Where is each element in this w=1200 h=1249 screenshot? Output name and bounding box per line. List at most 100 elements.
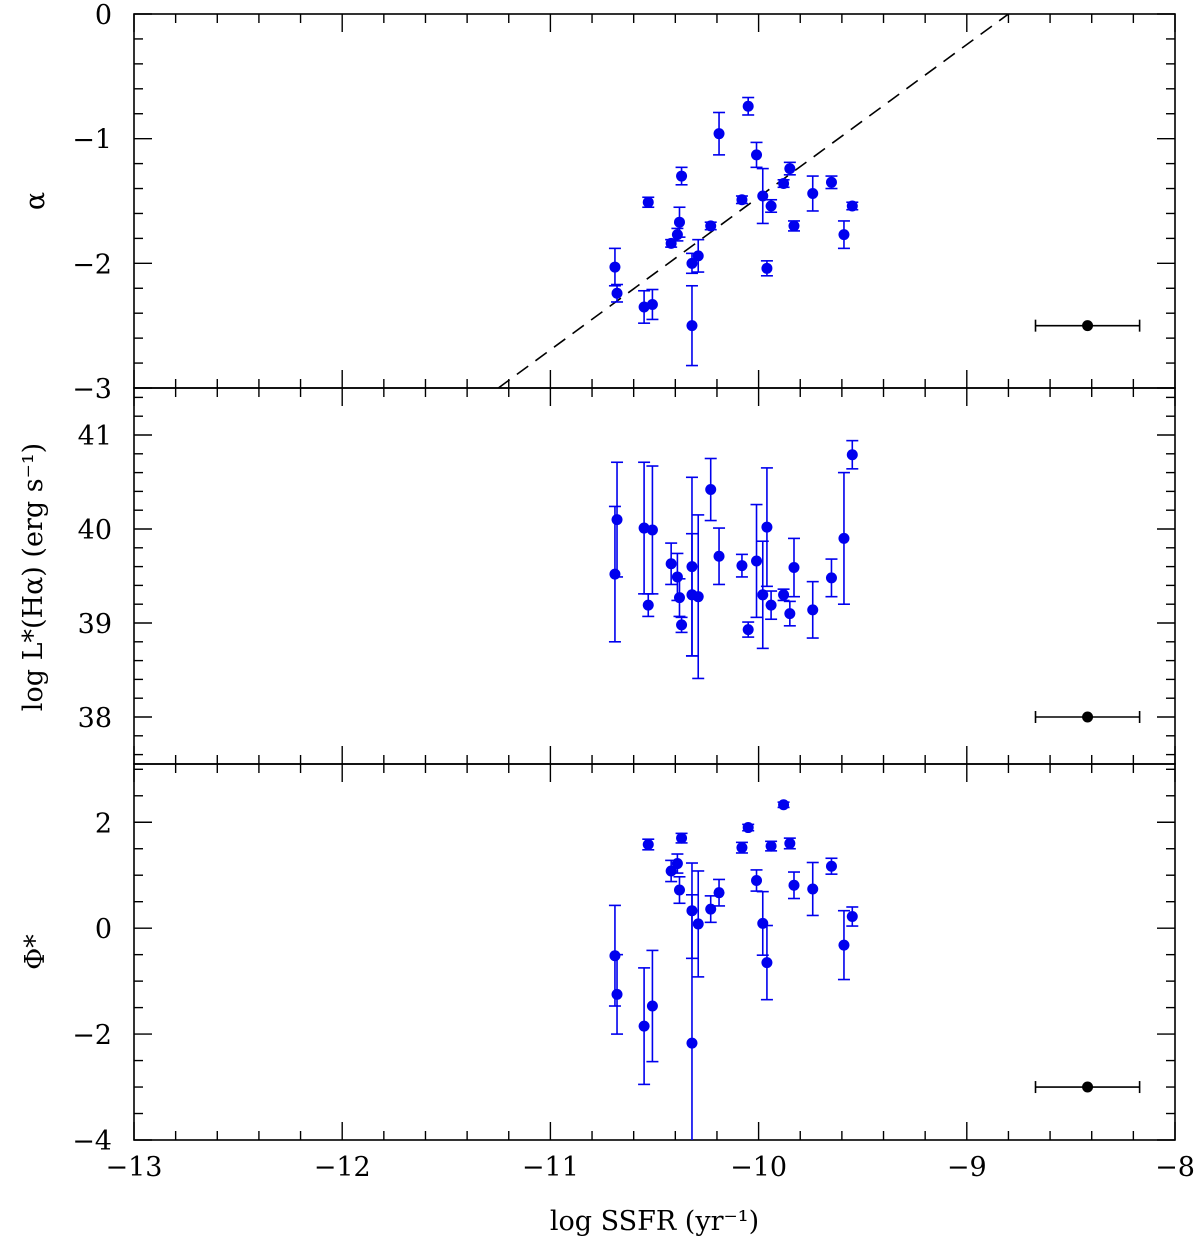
data-point bbox=[686, 905, 698, 917]
data-point bbox=[788, 562, 800, 574]
data-point bbox=[671, 858, 683, 870]
data-point bbox=[784, 837, 796, 849]
data-point bbox=[646, 524, 658, 536]
data-point bbox=[692, 591, 704, 603]
data-point bbox=[609, 568, 621, 580]
data-point bbox=[665, 558, 677, 570]
panel-middle: 38 39 40 41 log L*(Hα) (erg s⁻¹) bbox=[18, 387, 1176, 765]
y-tick-label: −1 bbox=[72, 125, 112, 156]
data-point bbox=[686, 257, 698, 269]
data-point bbox=[742, 100, 754, 112]
data-point bbox=[751, 555, 763, 567]
y-tick-label: 39 bbox=[78, 609, 112, 640]
data-point bbox=[765, 840, 777, 852]
x-tick-label: −8 bbox=[1155, 1152, 1195, 1183]
data-point bbox=[646, 1000, 658, 1012]
data-point bbox=[778, 799, 790, 811]
data-point bbox=[611, 988, 623, 1000]
data-point bbox=[638, 301, 650, 313]
data-point bbox=[838, 939, 850, 951]
plot-frame bbox=[133, 763, 1176, 1141]
y-axis-label: α bbox=[20, 192, 51, 210]
data-point bbox=[742, 822, 754, 834]
y-tick-label: −2 bbox=[72, 1020, 112, 1051]
y-tick-label: 0 bbox=[95, 0, 112, 31]
plot-frame bbox=[133, 387, 1176, 765]
y-axis-label: Φ* bbox=[20, 934, 51, 970]
typical-error-point bbox=[1082, 320, 1094, 332]
data-point bbox=[846, 200, 858, 212]
y-tick-label: 38 bbox=[78, 703, 112, 734]
panel-bottom: −4 −2 0 2 −13 −12 −11 −10 −9 −8 Φ* bbox=[20, 763, 1195, 1183]
data-point bbox=[671, 571, 683, 583]
data-point bbox=[765, 200, 777, 212]
x-tick-label: −11 bbox=[522, 1152, 579, 1183]
data-point bbox=[611, 514, 623, 526]
data-point bbox=[778, 178, 790, 190]
data-point bbox=[736, 194, 748, 206]
data-point bbox=[676, 619, 688, 631]
data-point bbox=[671, 229, 683, 241]
data-point bbox=[736, 560, 748, 572]
panel-top: −3 −2 −1 0 α bbox=[20, 0, 1176, 405]
data-point bbox=[713, 128, 725, 140]
y-tick-label: 41 bbox=[78, 421, 112, 452]
data-point bbox=[673, 884, 685, 896]
data-point bbox=[642, 196, 654, 208]
data-point bbox=[838, 229, 850, 241]
data-point bbox=[673, 592, 685, 604]
data-point bbox=[646, 298, 658, 310]
data-point bbox=[686, 1037, 698, 1049]
data-point bbox=[642, 838, 654, 850]
data-point bbox=[825, 860, 837, 872]
data-point bbox=[751, 875, 763, 887]
data-point bbox=[638, 1020, 650, 1032]
data-point bbox=[846, 449, 858, 461]
y-tick-label: 0 bbox=[95, 914, 112, 945]
data-point bbox=[757, 190, 769, 202]
data-point bbox=[784, 608, 796, 620]
data-point bbox=[807, 188, 819, 200]
data-point bbox=[751, 149, 763, 161]
typical-error-point bbox=[1082, 711, 1094, 723]
reference-line bbox=[497, 14, 1009, 388]
data-point bbox=[761, 521, 773, 533]
data-point bbox=[825, 176, 837, 188]
data-layer bbox=[608, 439, 1141, 723]
data-point bbox=[692, 918, 704, 930]
y-tick-label: 2 bbox=[95, 808, 112, 839]
data-point bbox=[807, 883, 819, 895]
data-point bbox=[713, 887, 725, 899]
data-point bbox=[642, 599, 654, 611]
data-point bbox=[673, 216, 685, 228]
data-point bbox=[846, 911, 858, 923]
data-point bbox=[676, 832, 688, 844]
y-tick-label: −3 bbox=[72, 374, 112, 405]
data-point bbox=[609, 950, 621, 962]
x-tick-label: −10 bbox=[730, 1152, 787, 1183]
x-tick-label: −12 bbox=[314, 1152, 371, 1183]
data-point bbox=[761, 957, 773, 969]
data-point bbox=[692, 250, 704, 262]
data-point bbox=[742, 624, 754, 636]
data-layer bbox=[608, 799, 1141, 1140]
data-point bbox=[757, 589, 769, 601]
data-point bbox=[838, 532, 850, 544]
data-point bbox=[778, 589, 790, 601]
data-point bbox=[609, 261, 621, 273]
data-point bbox=[713, 550, 725, 562]
data-point bbox=[611, 287, 623, 299]
y-tick-label: 40 bbox=[78, 515, 112, 546]
data-layer bbox=[497, 14, 1141, 388]
data-point bbox=[807, 604, 819, 616]
data-point bbox=[705, 484, 717, 496]
typical-error-point bbox=[1082, 1081, 1094, 1093]
data-point bbox=[736, 842, 748, 854]
data-point bbox=[705, 220, 717, 232]
x-tick-label: −13 bbox=[106, 1152, 163, 1183]
x-axis-label: log SSFR (yr⁻¹) bbox=[550, 1206, 759, 1237]
x-tick-label: −9 bbox=[947, 1152, 987, 1183]
data-point bbox=[784, 163, 796, 175]
data-point bbox=[788, 879, 800, 891]
